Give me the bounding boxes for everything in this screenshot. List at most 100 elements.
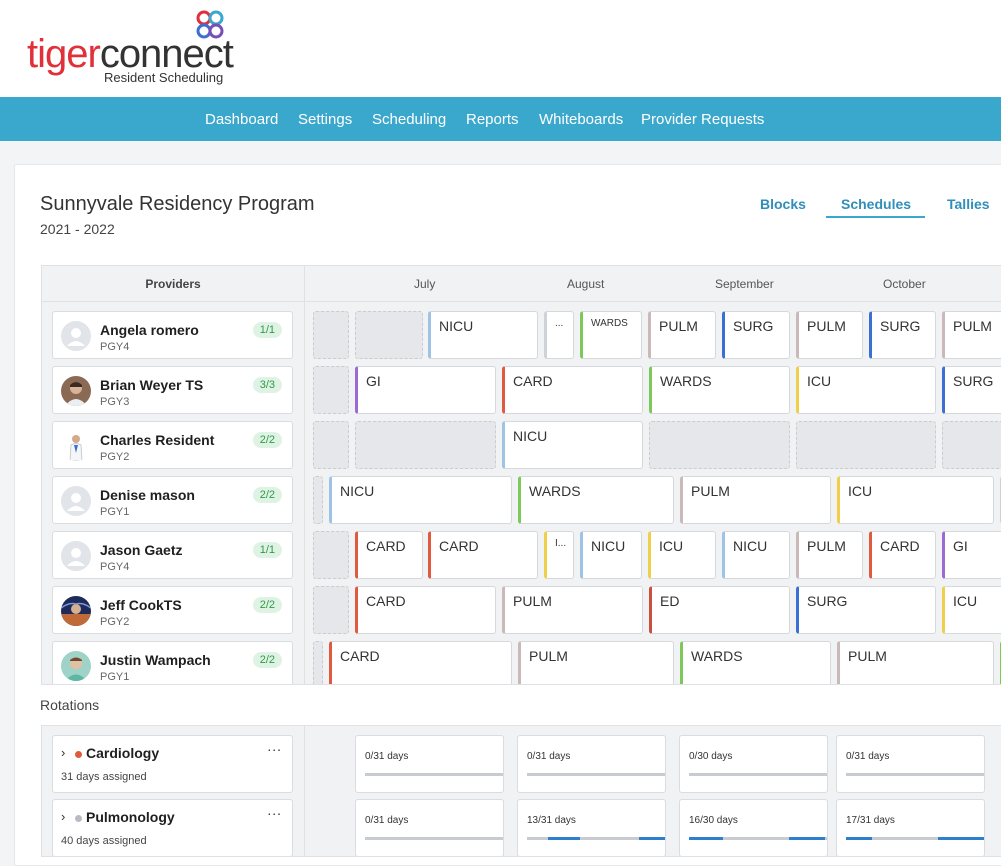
provider-card[interactable]: Brian Weyer TS PGY3 3/3 <box>52 366 293 414</box>
tally-progress-bar <box>365 837 503 840</box>
empty-slot[interactable] <box>313 641 323 684</box>
more-options-icon[interactable]: ... <box>267 802 282 818</box>
rotations-grid: › Cardiology ... 31 days assigned › Pulm… <box>41 725 1001 857</box>
nav-dashboard[interactable]: Dashboard <box>205 111 279 128</box>
rotation-block[interactable]: PULM <box>502 586 643 634</box>
empty-slot[interactable] <box>942 421 1001 469</box>
rotation-block[interactable]: ICU <box>648 531 716 579</box>
placeholder-person-icon <box>61 541 91 571</box>
provider-card[interactable]: Jeff CookTS PGY2 2/2 <box>52 586 293 634</box>
provider-pgy: PGY1 <box>100 671 130 683</box>
placeholder-person-icon <box>61 321 91 351</box>
rotation-block[interactable]: PULM <box>518 641 674 684</box>
block-count-badge: 2/2 <box>252 432 282 448</box>
provider-card[interactable]: Denise mason PGY1 2/2 <box>52 476 293 524</box>
empty-slot[interactable] <box>796 421 936 469</box>
rotation-block[interactable]: CARD <box>355 586 496 634</box>
chevron-right-icon[interactable]: › <box>61 809 66 824</box>
rotation-color-dot <box>75 751 82 758</box>
nav-provider-requests[interactable]: Provider Requests <box>641 111 765 128</box>
brand-logo[interactable]: tigerconnect <box>27 32 234 76</box>
rotation-block[interactable]: PULM <box>648 311 716 359</box>
rotation-block[interactable]: GI <box>355 366 496 414</box>
rotation-block[interactable]: ICU <box>942 586 1001 634</box>
block-count-badge: 3/3 <box>252 377 282 393</box>
provider-card[interactable]: Charles Resident PGY2 2/2 <box>52 421 293 469</box>
rotation-block[interactable]: WARDS <box>518 476 674 524</box>
rotation-block[interactable]: I... <box>544 531 574 579</box>
rotation-block[interactable]: WARDS <box>680 641 831 684</box>
rotation-block[interactable]: PULM <box>796 311 863 359</box>
rotation-block[interactable]: NICU <box>580 531 642 579</box>
empty-slot[interactable] <box>313 311 349 359</box>
rotation-card[interactable]: › Pulmonology ... 40 days assigned <box>52 799 293 856</box>
nav-scheduling[interactable]: Scheduling <box>372 111 447 128</box>
empty-slot[interactable] <box>313 586 349 634</box>
tab-tallies[interactable]: Tallies <box>947 196 990 212</box>
nav-reports[interactable]: Reports <box>466 111 519 128</box>
tally-text: 13/31 days <box>527 815 576 826</box>
rotation-block[interactable]: GI <box>942 531 1001 579</box>
tally-cell: 0/31 days <box>517 735 666 793</box>
tally-cell: 0/30 days <box>679 735 828 793</box>
rotation-block[interactable]: ICU <box>796 366 936 414</box>
rotation-block[interactable]: CARD <box>502 366 643 414</box>
empty-slot[interactable] <box>313 476 323 524</box>
empty-slot[interactable] <box>313 366 349 414</box>
provider-pgy: PGY2 <box>100 451 130 463</box>
block-count-badge: 2/2 <box>252 652 282 668</box>
rotation-block[interactable]: PULM <box>942 311 1001 359</box>
rotation-block[interactable]: NICU <box>428 311 538 359</box>
rotation-block[interactable]: NICU <box>502 421 643 469</box>
doctor-illustration-avatar <box>61 431 91 461</box>
tab-schedules[interactable]: Schedules <box>841 196 912 212</box>
rotation-block[interactable]: WARDS <box>580 311 642 359</box>
empty-slot[interactable] <box>355 311 423 359</box>
rotation-block[interactable]: PULM <box>680 476 831 524</box>
empty-slot[interactable] <box>355 421 496 469</box>
empty-slot[interactable] <box>313 531 349 579</box>
tally-progress-fill <box>789 837 825 840</box>
month-header-october: October <box>883 277 926 291</box>
provider-card[interactable]: Angela romero PGY4 1/1 <box>52 311 293 359</box>
rotation-block[interactable]: PULM <box>837 641 994 684</box>
rotation-block[interactable]: NICU <box>329 476 512 524</box>
chevron-right-icon[interactable]: › <box>61 745 66 760</box>
page-title: Sunnyvale Residency Program <box>40 193 315 215</box>
nav-settings[interactable]: Settings <box>298 111 353 128</box>
empty-slot[interactable] <box>649 421 790 469</box>
academic-year: 2021 - 2022 <box>40 221 115 237</box>
provider-pgy: PGY3 <box>100 396 130 408</box>
tab-blocks[interactable]: Blocks <box>760 196 806 212</box>
block-count-badge: 2/2 <box>252 487 282 503</box>
rotation-block[interactable]: CARD <box>355 531 423 579</box>
rotation-block[interactable]: ICU <box>837 476 994 524</box>
tally-progress-fill <box>938 837 984 840</box>
rotation-block[interactable]: WARDS <box>649 366 790 414</box>
rotation-card[interactable]: › Cardiology ... 31 days assigned <box>52 735 293 793</box>
rotation-block[interactable]: NICU <box>722 531 790 579</box>
rotation-block[interactable]: SURG <box>942 366 1001 414</box>
tally-text: 0/31 days <box>846 751 890 762</box>
rotation-block[interactable]: PULM <box>796 531 863 579</box>
month-header-august: August <box>567 277 605 291</box>
rotation-block[interactable]: SURG <box>869 311 936 359</box>
rotation-block[interactable]: SURG <box>722 311 790 359</box>
tally-progress-fill <box>689 837 723 840</box>
provider-card[interactable]: Justin Wampach PGY1 2/2 <box>52 641 293 684</box>
rotation-name: Cardiology <box>86 745 160 761</box>
rotation-block[interactable]: CARD <box>869 531 936 579</box>
more-options-icon[interactable]: ... <box>267 738 282 754</box>
nav-whiteboards[interactable]: Whiteboards <box>539 111 624 128</box>
provider-card[interactable]: Jason Gaetz PGY4 1/1 <box>52 531 293 579</box>
block-count-badge: 1/1 <box>252 542 282 558</box>
month-header-september: September <box>715 277 774 291</box>
provider-name: Denise mason <box>100 487 195 503</box>
rotation-block[interactable]: SURG <box>796 586 936 634</box>
empty-slot[interactable] <box>313 421 349 469</box>
rotation-block[interactable]: ED <box>649 586 790 634</box>
grid-header: Providers July August September October <box>42 266 1001 302</box>
rotation-block[interactable]: CARD <box>329 641 512 684</box>
rotation-block[interactable]: CARD <box>428 531 538 579</box>
rotation-block[interactable]: ... <box>544 311 574 359</box>
